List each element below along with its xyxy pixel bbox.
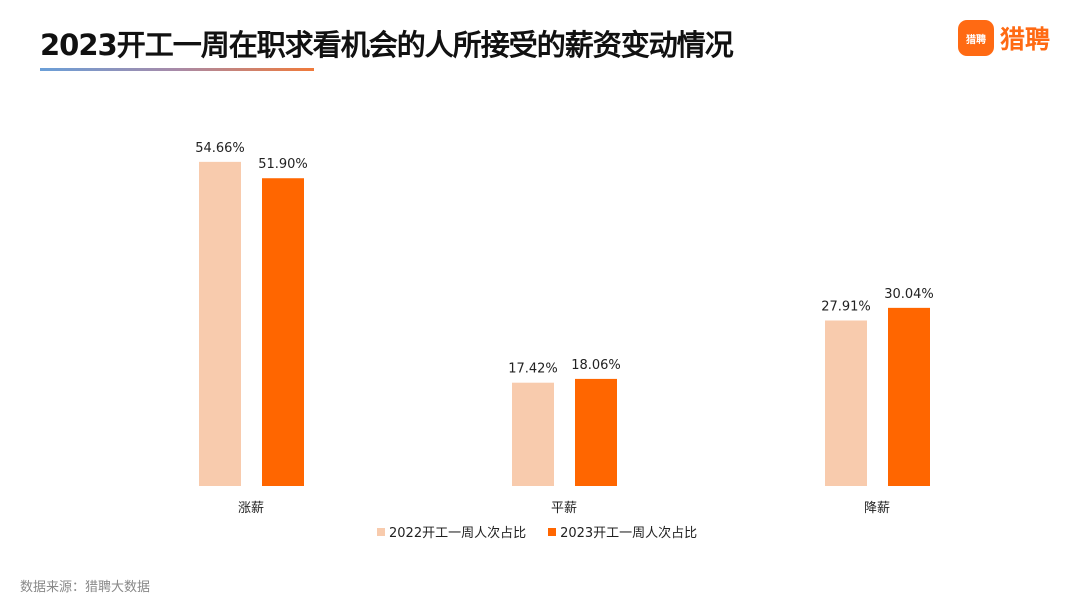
data-label: 30.04% <box>884 287 934 302</box>
page-title: 2023开工一周在职求看机会的人所接受的薪资变动情况 <box>40 28 734 62</box>
logo-icon: 猎聘 <box>958 20 994 56</box>
category-label: 涨薪 <box>238 501 264 516</box>
data-label: 18.06% <box>571 358 621 373</box>
bar <box>512 382 554 486</box>
data-source: 数据来源：猎聘大数据 <box>20 580 151 595</box>
category-label: 平薪 <box>551 501 577 516</box>
data-label: 17.42% <box>508 362 558 377</box>
bar <box>199 161 241 486</box>
legend-swatch <box>377 527 385 536</box>
bar <box>825 320 867 486</box>
title-underline <box>40 68 314 71</box>
data-label: 54.66% <box>195 141 245 156</box>
legend-item-2022: 2022开工一周人次占比 <box>377 522 526 541</box>
legend: 2022开工一周人次占比 2023开工一周人次占比 <box>377 522 697 541</box>
category-label: 降薪 <box>864 501 890 516</box>
legend-label: 2022开工一周人次占比 <box>389 526 527 541</box>
legend-label: 2023开工一周人次占比 <box>560 526 698 541</box>
data-label: 27.91% <box>821 299 871 314</box>
logo: 猎聘 猎聘 <box>958 20 1050 56</box>
bar <box>262 178 304 486</box>
bar <box>888 307 930 486</box>
legend-item-2023: 2023开工一周人次占比 <box>548 522 697 541</box>
logo-text: 猎聘 <box>1000 25 1051 54</box>
bar <box>575 378 617 486</box>
data-label: 51.90% <box>258 157 308 172</box>
legend-swatch <box>548 527 557 536</box>
